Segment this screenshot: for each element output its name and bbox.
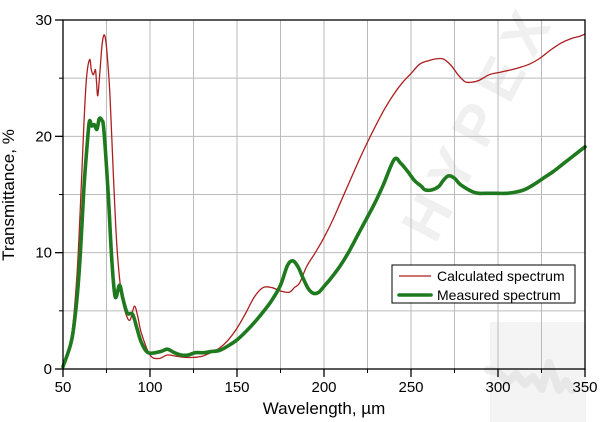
svg-text:50: 50	[55, 379, 72, 396]
svg-text:100: 100	[137, 379, 162, 396]
svg-text:30: 30	[35, 12, 52, 29]
svg-text:300: 300	[485, 379, 510, 396]
svg-text:Calculated spectrum: Calculated spectrum	[437, 268, 565, 284]
svg-text:200: 200	[311, 379, 336, 396]
svg-text:350: 350	[572, 379, 597, 396]
svg-text:Measured spectrum: Measured spectrum	[437, 287, 561, 303]
svg-text:10: 10	[35, 245, 52, 262]
svg-text:Wavelength, µm: Wavelength, µm	[263, 399, 386, 418]
svg-text:250: 250	[398, 379, 423, 396]
svg-text:150: 150	[224, 379, 249, 396]
svg-text:Transmittance, %: Transmittance, %	[0, 129, 18, 261]
svg-text:20: 20	[35, 128, 52, 145]
svg-text:HYPEX: HYPEX	[389, 0, 569, 251]
svg-text:0: 0	[44, 361, 52, 378]
